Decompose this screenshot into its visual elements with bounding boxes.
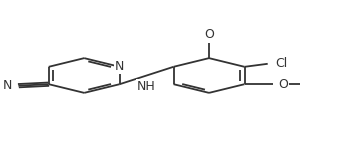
Text: N: N [2, 79, 12, 92]
Text: N: N [115, 60, 124, 73]
Text: O: O [204, 28, 214, 41]
Text: O: O [278, 78, 288, 91]
Text: NH: NH [137, 80, 156, 93]
Text: Cl: Cl [275, 57, 287, 70]
